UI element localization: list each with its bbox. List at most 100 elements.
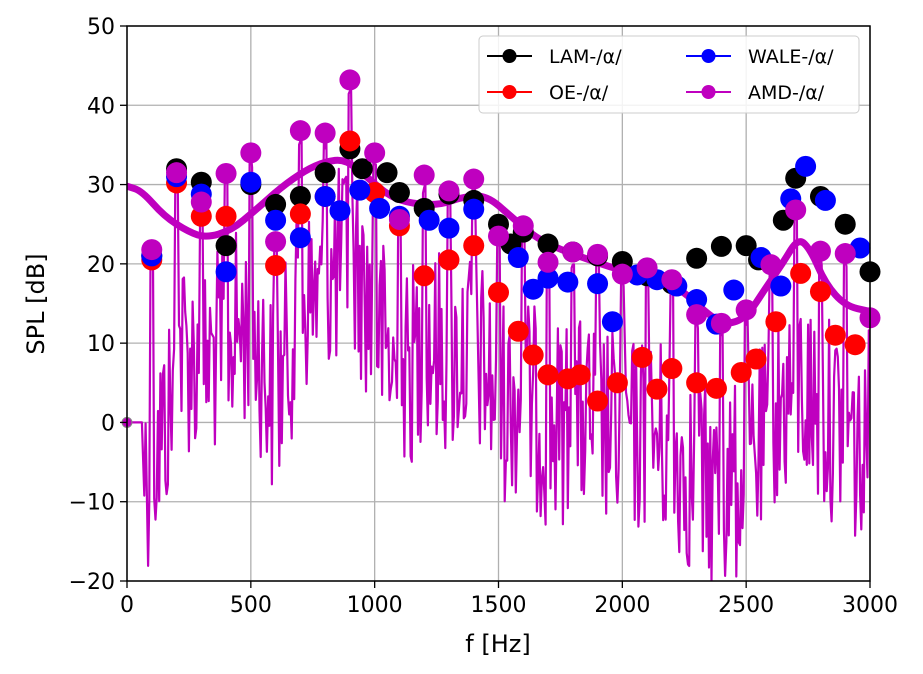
data-point: [587, 390, 609, 412]
y-tick-label: 40: [87, 94, 115, 119]
data-point: [705, 377, 727, 399]
data-point: [569, 364, 591, 386]
data-point: [413, 265, 435, 287]
data-point: [686, 372, 708, 394]
data-point: [314, 162, 336, 184]
legend-entry: WALE-/α/: [686, 46, 834, 68]
legend: LAM-/α/WALE-/α/OE-/α/AMD-/α/: [478, 35, 860, 114]
data-point: [369, 197, 391, 219]
data-point: [562, 241, 584, 263]
data-point: [339, 130, 361, 152]
y-axis-label: SPL [dB]: [22, 253, 50, 354]
data-point: [710, 312, 732, 334]
data-point: [537, 251, 559, 273]
data-point: [349, 179, 371, 201]
series-amd: [141, 69, 881, 334]
data-point: [814, 189, 836, 211]
data-point: [438, 249, 460, 271]
data-point: [646, 378, 668, 400]
x-tick-label: 2500: [718, 593, 774, 618]
data-point: [438, 180, 460, 202]
y-tick-label: 30: [87, 174, 115, 199]
data-point: [785, 199, 807, 221]
data-point: [463, 168, 485, 190]
data-point: [631, 346, 653, 368]
data-point: [730, 361, 752, 383]
data-point: [463, 198, 485, 220]
x-tick-label: 3000: [842, 593, 898, 618]
data-point: [834, 243, 856, 265]
legend-entry: OE-/α/: [487, 82, 609, 104]
data-point: [388, 208, 410, 230]
data-point: [488, 281, 509, 303]
data-point: [522, 344, 544, 366]
data-point: [522, 278, 544, 300]
data-point: [289, 185, 311, 207]
y-tick-label: −20: [69, 570, 115, 595]
data-point: [507, 247, 529, 269]
data-point: [611, 263, 633, 285]
data-point: [824, 324, 846, 346]
data-point: [557, 271, 579, 293]
data-point: [215, 235, 237, 257]
legend-entry: AMD-/α/: [686, 82, 825, 104]
data-point: [686, 247, 708, 269]
data-point: [537, 364, 559, 386]
data-point: [512, 215, 534, 237]
x-tick-label: 1000: [347, 593, 403, 618]
y-tick-label: 20: [87, 253, 115, 278]
data-point: [215, 205, 237, 227]
data-point: [795, 155, 817, 177]
data-point: [289, 203, 311, 225]
data-point: [587, 243, 609, 265]
y-tick-label: 50: [87, 15, 115, 40]
legend-marker: [701, 85, 716, 99]
data-point: [661, 358, 683, 380]
x-axis-label: f [Hz]: [465, 630, 530, 658]
data-point: [388, 182, 410, 203]
legend-entry: LAM-/α/: [487, 46, 622, 68]
y-tick-label: 0: [101, 411, 115, 436]
amd-smoothed-envelope: [127, 156, 870, 327]
data-point: [240, 171, 262, 193]
legend-label: OE-/α/: [549, 82, 609, 104]
data-point: [166, 162, 188, 184]
x-tick-label: 2000: [594, 593, 650, 618]
series-oe: [141, 130, 866, 412]
data-point: [265, 209, 287, 231]
x-tick-label: 0: [120, 593, 134, 618]
data-point: [507, 320, 529, 342]
data-point: [314, 122, 336, 144]
data-point: [735, 299, 757, 321]
y-tick-label: −10: [69, 491, 115, 516]
legend-marker: [701, 49, 716, 63]
legend-label: AMD-/α/: [748, 82, 825, 104]
data-point: [376, 162, 398, 184]
data-point: [351, 158, 373, 180]
data-point: [240, 142, 262, 164]
data-point: [587, 273, 609, 295]
data-point: [265, 231, 287, 253]
data-point: [314, 185, 336, 207]
data-point: [413, 164, 435, 186]
data-point: [537, 233, 559, 255]
data-point: [463, 235, 485, 257]
data-point: [289, 227, 311, 249]
data-point: [190, 191, 212, 213]
y-tick-label: 10: [87, 332, 115, 357]
data-point: [289, 120, 311, 142]
data-point: [438, 217, 460, 239]
legend-label: LAM-/α/: [549, 46, 622, 68]
legend-box: [478, 35, 860, 114]
data-point: [364, 142, 386, 164]
data-point: [686, 304, 708, 326]
data-point: [339, 69, 361, 91]
axis-ticks: 0 500 1000 1500 2000 2500 3000 −20 −10 0 10 20 30 40 5…: [69, 15, 898, 618]
data-point: [809, 281, 831, 303]
data-point: [215, 162, 237, 184]
data-point: [790, 262, 812, 284]
data-point: [723, 279, 745, 301]
data-point: [661, 269, 683, 291]
data-point: [760, 254, 782, 276]
